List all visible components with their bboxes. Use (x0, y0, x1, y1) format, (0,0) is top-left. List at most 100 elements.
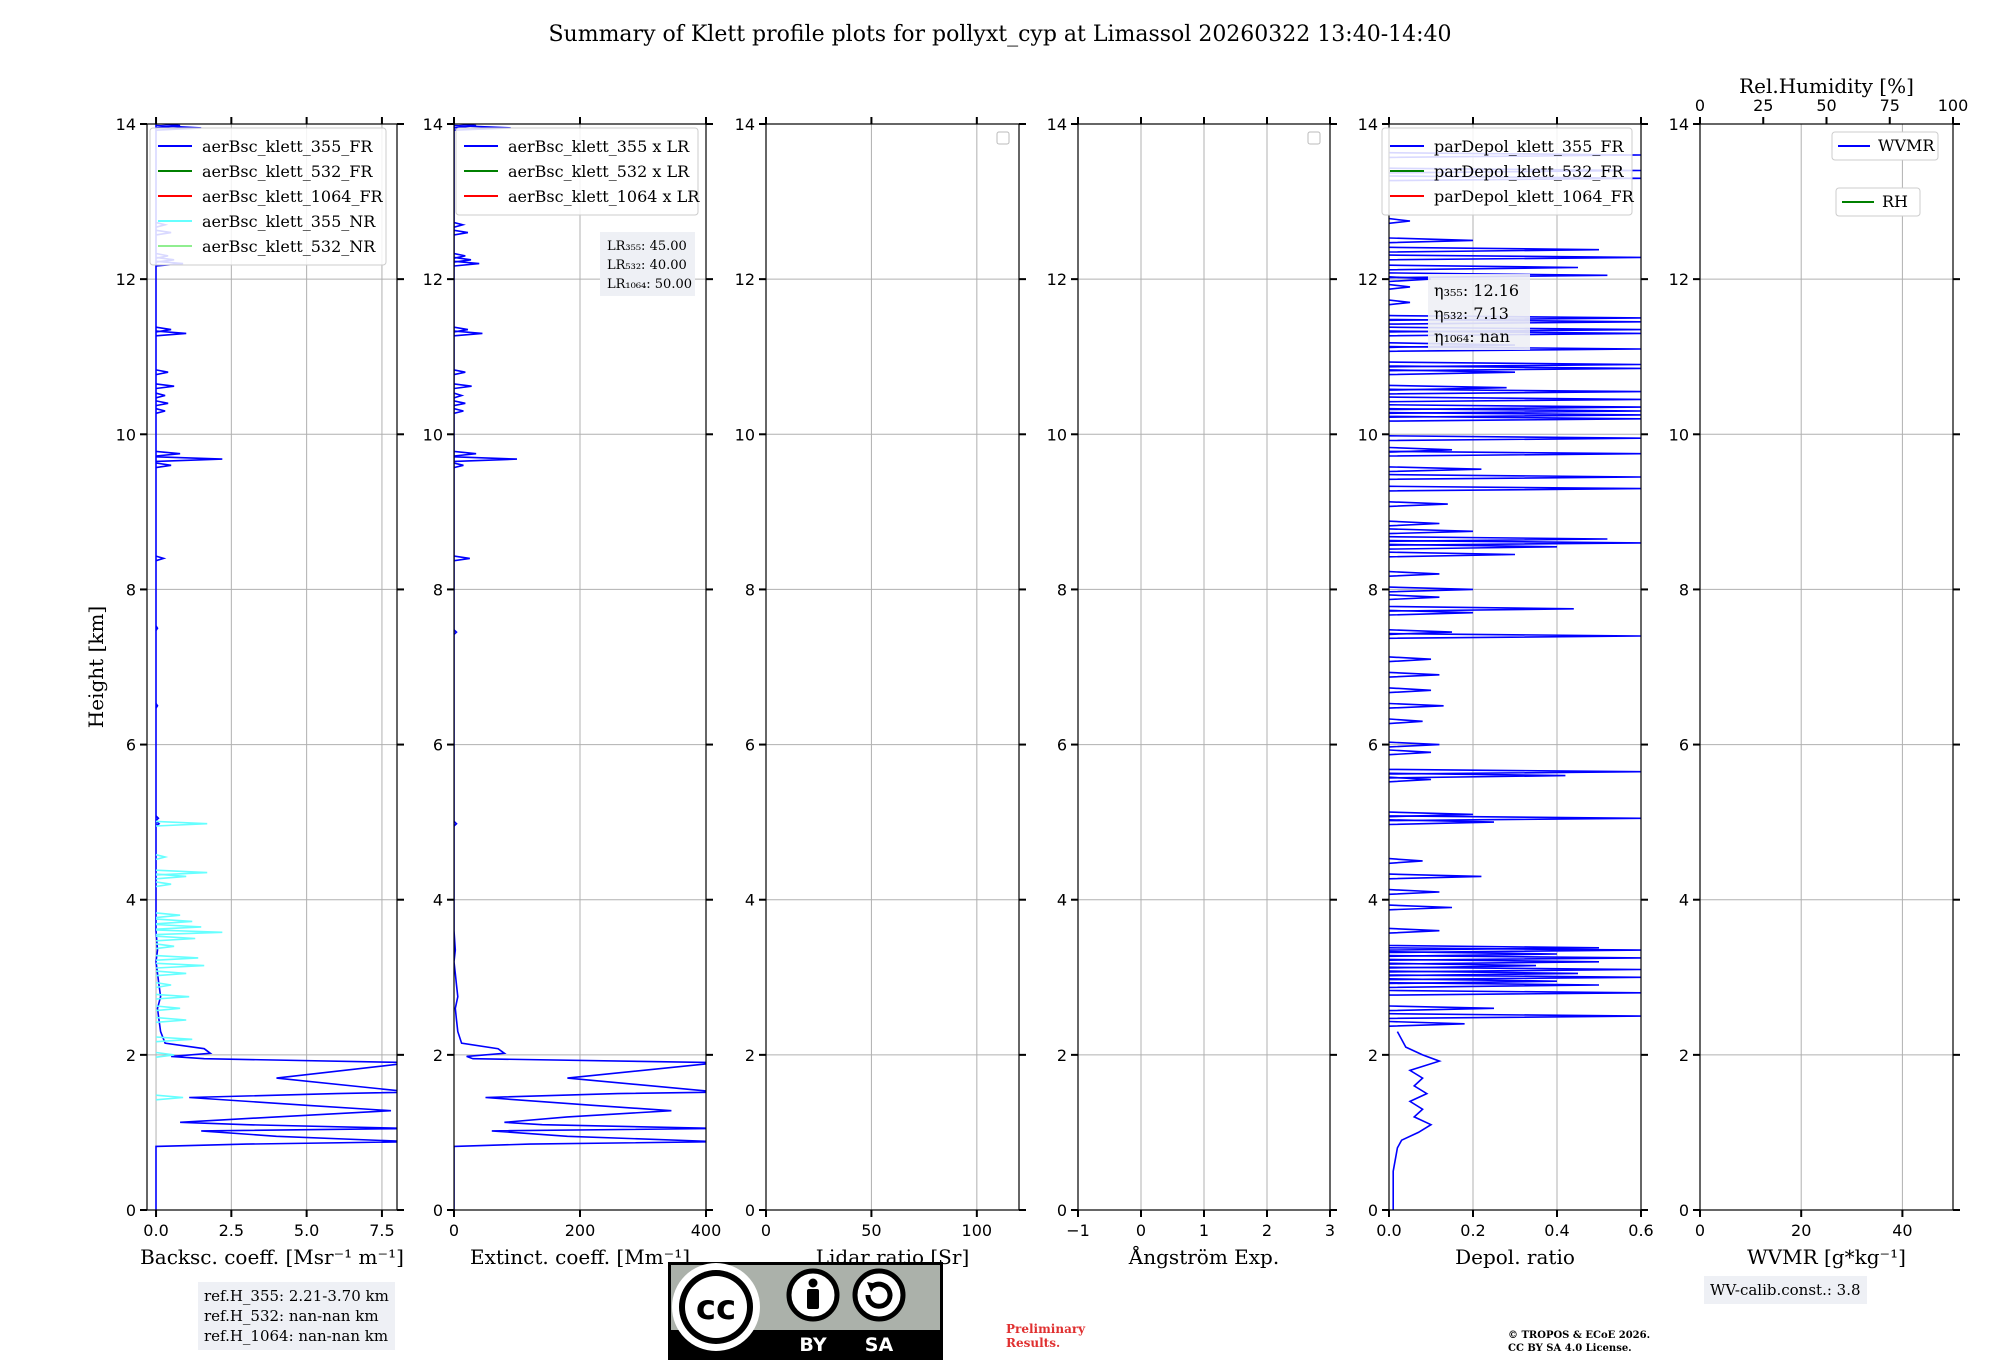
series-group-bsc (155, 124, 397, 1210)
series-spike-bsc-1-14 (155, 326, 172, 333)
series-spike-depol-1-42 (1389, 539, 1641, 546)
series-spike-bsc-1-1 (155, 815, 160, 822)
copyright-note: © TROPOS & ECoE 2026. CC BY SA 4.0 Licen… (1508, 1329, 1650, 1355)
note-depol-1: η₅₃₂: 7.13 (1434, 304, 1509, 323)
series-spike-depol-1-31 (1389, 671, 1440, 678)
x2tick-label-wv-3: 75 (1880, 96, 1900, 115)
axes-frame-wv (1699, 123, 1954, 1211)
series-spike-ext-1-8 (454, 392, 465, 399)
series-spike-depol-1-46 (1389, 501, 1448, 508)
series-spike-depol-1-74 (1389, 254, 1641, 261)
series-spike-depol-1-58 (1389, 388, 1641, 395)
ytick-label-ext-2: 4 (433, 891, 443, 910)
x2label-wv: Rel.Humidity [%] (1739, 74, 1914, 98)
series-spike-depol-1-30 (1389, 687, 1432, 694)
note-ext-1: LR₅₃₂: 40.00 (607, 258, 687, 273)
xtick-label-ext-2: 400 (691, 1221, 722, 1240)
copyright-line-1: © TROPOS & ECoE 2026. (1508, 1330, 1651, 1341)
series-spike-depol-1-77 (1389, 217, 1411, 225)
series-line-ext-0 (454, 124, 706, 1210)
panel-wv: 0 2 4 6 8 10 12 14 0 20 40 WVMR [g*kg⁻¹] 0 25 50 75 100 R… (1669, 74, 1969, 1269)
ytick-label-bsc-2: 4 (126, 891, 136, 910)
ytick-label-depol-2: 4 (1368, 891, 1378, 910)
xtick-label-ext-0: 0 (449, 1221, 459, 1240)
legend-label-ext-2: aerBsc_klett_1064 x LR (508, 187, 700, 206)
series-spike-depol-1-4 (1389, 981, 1600, 989)
note-box-ext (600, 232, 695, 296)
ytick-label-ae-5: 10 (1047, 425, 1067, 444)
ytick-label-wv-1: 2 (1679, 1046, 1689, 1065)
cc-circle-inner (685, 1276, 747, 1338)
series-spike-depol-1-44 (1389, 528, 1474, 535)
legend-label-depol-2: parDepol_klett_1064_FR (1434, 187, 1635, 206)
series-spike-depol-1-48 (1389, 473, 1641, 481)
xlabel-wv: WVMR [g*kg⁻¹] (1747, 1245, 1906, 1269)
xtick-label-ae-0: −1 (1066, 1221, 1090, 1240)
ytick-label-lr-6: 12 (735, 270, 755, 289)
series-spike-ext-1-12 (454, 326, 469, 333)
xtick-label-bsc-2: 5.0 (294, 1221, 319, 1240)
series-spike-bsc-2-6 (155, 981, 172, 989)
reference-heights-box: ref.H_355: 2.21-3.70 km ref.H_532: nan-n… (198, 1282, 395, 1350)
xtick-label-lr-2: 100 (962, 1221, 993, 1240)
series-spike-depol-1-43 (1389, 535, 1608, 543)
series-spike-bsc-1-9 (155, 400, 169, 407)
series-spike-ext-1-15 (454, 252, 466, 259)
ytick-label-bsc-1: 2 (126, 1046, 136, 1065)
series-spike-ext-1-10 (454, 369, 466, 376)
series-spike-depol-1-27 (1389, 741, 1440, 748)
ytick-label-lr-4: 8 (745, 580, 755, 599)
cc-license-badge: cc BY SA (668, 1262, 943, 1360)
ytick-label-wv-7: 14 (1669, 115, 1689, 134)
series-spike-depol-1-37 (1389, 594, 1440, 601)
series-spike-depol-1-25 (1389, 768, 1641, 775)
ref-height-532: ref.H_532: nan-nan km (204, 1307, 379, 1325)
series-spike-bsc-2-11 (155, 935, 196, 942)
ytick-label-bsc-5: 10 (116, 425, 136, 444)
series-spike-bsc-2-5 (155, 993, 190, 1000)
legend-box-depol (1381, 127, 1633, 216)
series-spike-bsc-1-21 (155, 124, 181, 129)
legend-label-wv-0: WVMR (1878, 136, 1935, 155)
series-spike-bsc-2-12 (155, 929, 223, 936)
series-spike-depol-1-18 (1389, 873, 1482, 880)
xtick-label-lr-0: 0 (761, 1221, 771, 1240)
axes-frame-bsc (146, 123, 398, 1211)
panel-bsc: 0 2 4 6 8 10 12 14 0.0 2.5 5.0 7.5 Backsc. coeff. [M… (84, 115, 404, 1269)
legend-label-depol-0: parDepol_klett_355_FR (1434, 137, 1625, 156)
series-spike-bsc-2-1 (155, 1051, 175, 1058)
ytick-label-bsc-4: 8 (126, 580, 136, 599)
series-spike-bsc-1-8 (155, 407, 166, 415)
series-spike-depol-1-21 (1389, 815, 1641, 822)
series-spike-ext-1-11 (454, 330, 483, 337)
by-person-body (807, 1289, 819, 1309)
xlabel-ae: Ångström Exp. (1128, 1244, 1279, 1269)
series-spike-depol-1-19 (1389, 857, 1423, 865)
series-spike-depol-1-6 (1389, 974, 1641, 981)
series-spike-bsc-2-18 (155, 869, 208, 876)
legend-empty-ae (1307, 131, 1321, 145)
series-spike-depol-1-69 (1389, 299, 1411, 306)
ytick-label-ae-7: 14 (1047, 115, 1067, 134)
legend-box-ext (455, 127, 699, 216)
series-spike-bsc-1-5 (155, 462, 172, 469)
ytick-label-wv-3: 6 (1679, 736, 1689, 755)
ytick-label-ext-7: 14 (423, 115, 443, 134)
series-spike-depol-1-62 (1389, 361, 1641, 368)
ytick-label-depol-3: 6 (1368, 736, 1378, 755)
xtick-label-ae-1: 0 (1136, 1221, 1146, 1240)
series-spike-bsc-1-7 (155, 450, 181, 457)
ytick-label-wv-6: 12 (1669, 270, 1689, 289)
series-spike-bsc-1-13 (155, 330, 187, 337)
series-spike-depol-1-15 (1389, 927, 1440, 934)
series-spike-depol-1-1 (1389, 1012, 1641, 1020)
series-spike-bsc-2-0 (155, 1094, 184, 1101)
series-spike-ext-1-4 (454, 456, 518, 463)
ytick-label-ext-3: 6 (433, 736, 443, 755)
series-spike-bsc-1-3 (155, 625, 159, 631)
preliminary-note: Preliminary Results. (1006, 1322, 1085, 1350)
ref-height-1064: ref.H_1064: nan-nan km (204, 1327, 389, 1345)
ytick-label-depol-0: 0 (1368, 1201, 1378, 1220)
note-ext-0: LR₃₅₅: 45.00 (607, 239, 687, 254)
ytick-label-wv-4: 8 (1679, 580, 1689, 599)
